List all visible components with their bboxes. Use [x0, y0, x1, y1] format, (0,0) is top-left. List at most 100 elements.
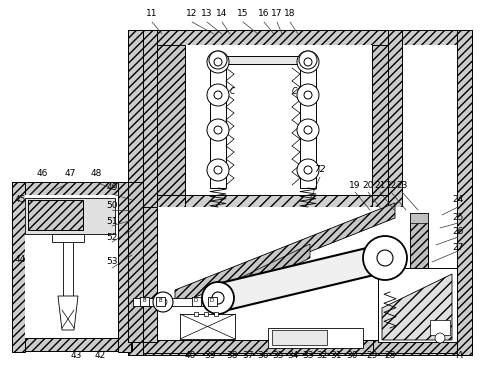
Text: B: B: [158, 298, 162, 304]
Text: D: D: [210, 298, 214, 304]
Bar: [410, 213, 428, 223]
Circle shape: [304, 91, 312, 99]
Text: 17: 17: [271, 10, 283, 18]
Circle shape: [153, 292, 173, 312]
Bar: [157, 45, 388, 195]
Text: 45: 45: [14, 196, 26, 204]
Text: 51: 51: [106, 218, 118, 226]
Bar: [143, 45, 457, 340]
Circle shape: [304, 58, 312, 66]
Bar: [143, 30, 157, 208]
Circle shape: [207, 159, 229, 181]
Bar: [372, 45, 388, 195]
Bar: [12, 182, 132, 195]
Bar: [133, 298, 225, 306]
Text: 53: 53: [106, 258, 118, 266]
Bar: [185, 195, 372, 207]
Bar: [128, 182, 143, 342]
Text: C: C: [229, 87, 235, 97]
Circle shape: [214, 126, 222, 134]
Text: 18: 18: [284, 10, 296, 18]
Bar: [272, 330, 327, 345]
Bar: [457, 30, 472, 355]
Bar: [157, 45, 185, 195]
Bar: [25, 198, 115, 234]
Circle shape: [297, 119, 319, 141]
Text: B: B: [142, 298, 146, 304]
Circle shape: [209, 51, 227, 69]
Text: 26: 26: [452, 228, 464, 236]
Circle shape: [435, 333, 445, 343]
Circle shape: [214, 58, 222, 66]
Text: 34: 34: [287, 350, 299, 360]
Text: 22: 22: [385, 182, 397, 190]
Text: 33: 33: [302, 350, 314, 360]
Bar: [194, 312, 198, 316]
Circle shape: [377, 250, 393, 266]
Text: 20: 20: [362, 182, 374, 190]
Polygon shape: [175, 203, 395, 305]
Text: 21: 21: [374, 182, 386, 190]
Text: 11: 11: [146, 10, 158, 18]
Text: 12: 12: [186, 10, 198, 18]
Text: 30: 30: [346, 350, 358, 360]
Text: 38: 38: [226, 350, 238, 360]
Bar: [52, 234, 84, 242]
Bar: [143, 195, 402, 207]
Bar: [118, 182, 131, 352]
Bar: [430, 320, 450, 335]
Bar: [192, 297, 201, 306]
Text: 49: 49: [106, 184, 118, 193]
Text: 42: 42: [94, 350, 105, 360]
Text: 25: 25: [452, 214, 464, 222]
Circle shape: [159, 298, 167, 306]
Bar: [143, 340, 373, 353]
Text: 19: 19: [349, 182, 361, 190]
Polygon shape: [58, 296, 78, 330]
Text: 35: 35: [272, 350, 284, 360]
Text: 43: 43: [70, 350, 82, 360]
Text: 72: 72: [314, 166, 326, 174]
Text: 47: 47: [64, 170, 76, 178]
Text: 52: 52: [106, 233, 118, 243]
Text: 27: 27: [452, 243, 464, 252]
Text: 13: 13: [201, 10, 213, 18]
Bar: [378, 268, 457, 342]
Text: 28: 28: [384, 350, 396, 360]
Text: 48: 48: [90, 170, 102, 178]
Text: D: D: [194, 298, 198, 304]
Bar: [143, 207, 157, 342]
Circle shape: [304, 166, 312, 174]
Text: 36: 36: [257, 350, 269, 360]
Polygon shape: [382, 274, 452, 340]
Circle shape: [363, 236, 407, 280]
Bar: [12, 338, 132, 351]
Polygon shape: [240, 244, 310, 292]
Bar: [410, 213, 428, 281]
Circle shape: [212, 292, 224, 304]
Bar: [128, 30, 472, 45]
Bar: [140, 297, 149, 306]
Circle shape: [207, 119, 229, 141]
Bar: [210, 60, 226, 188]
Text: A: A: [457, 350, 463, 360]
Circle shape: [297, 84, 319, 106]
Polygon shape: [215, 244, 388, 312]
Bar: [300, 60, 316, 188]
Text: 24: 24: [452, 196, 464, 204]
Bar: [143, 30, 402, 45]
Bar: [156, 297, 165, 306]
Circle shape: [304, 126, 312, 134]
Text: 44: 44: [15, 255, 26, 265]
Text: 46: 46: [36, 170, 48, 178]
Circle shape: [207, 84, 229, 106]
Bar: [28, 200, 83, 230]
Circle shape: [214, 91, 222, 99]
Bar: [63, 234, 73, 296]
Circle shape: [207, 51, 229, 73]
Bar: [143, 207, 457, 340]
Bar: [204, 312, 208, 316]
Circle shape: [202, 282, 234, 314]
Text: 23: 23: [396, 182, 408, 190]
Text: 16: 16: [258, 10, 270, 18]
